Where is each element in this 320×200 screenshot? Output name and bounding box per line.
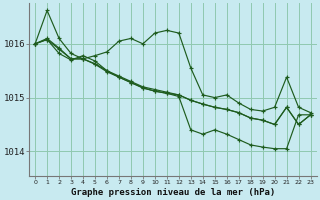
X-axis label: Graphe pression niveau de la mer (hPa): Graphe pression niveau de la mer (hPa) bbox=[71, 188, 275, 197]
